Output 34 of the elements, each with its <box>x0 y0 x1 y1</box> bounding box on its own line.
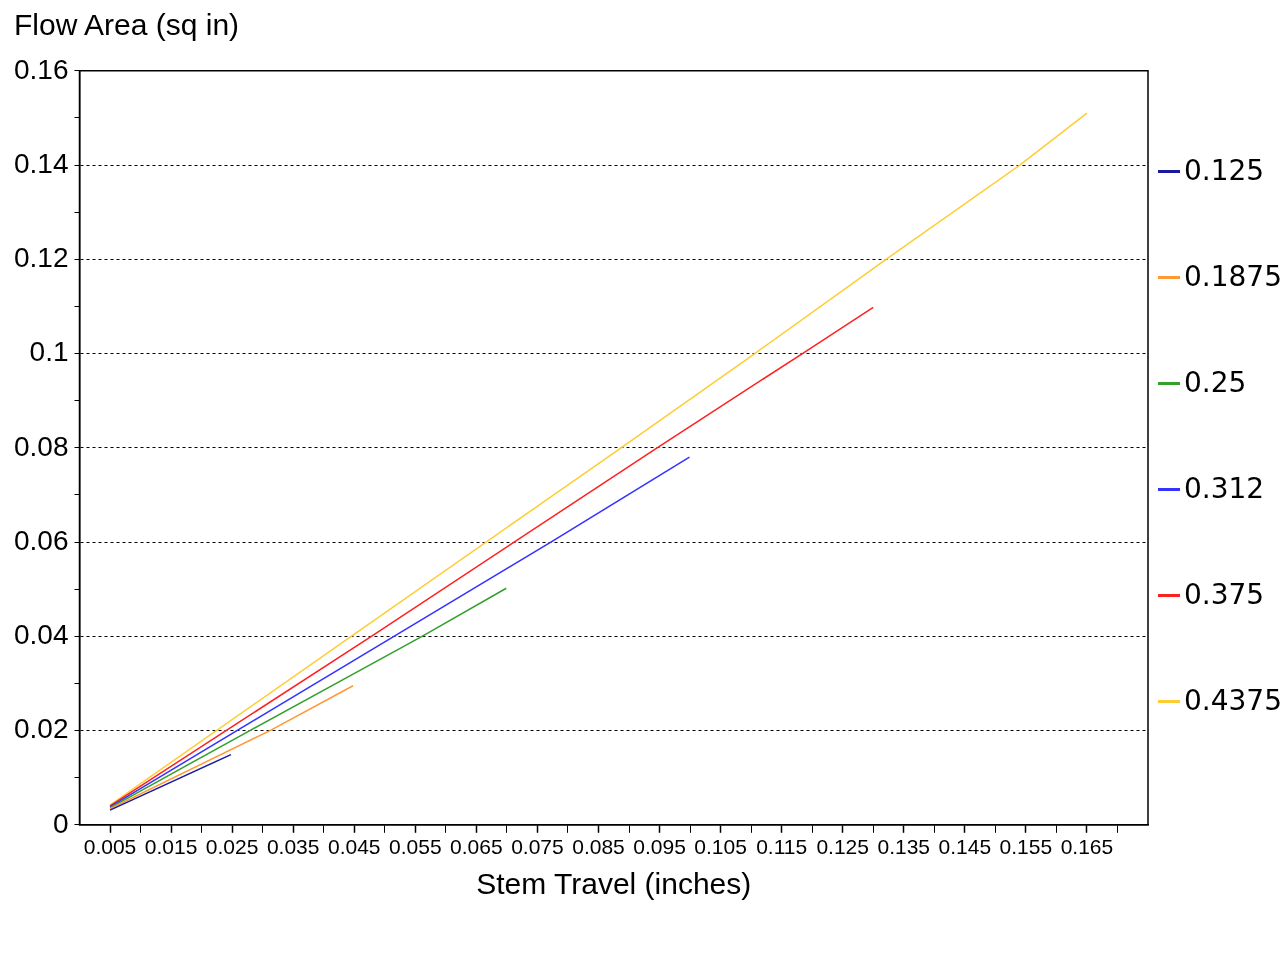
x-tick-label: 0.145 <box>938 835 992 859</box>
x-tick-label: 0.085 <box>572 835 625 859</box>
x-tick-label: 0.045 <box>327 835 381 859</box>
y-tick-label: 0.08 <box>14 430 69 462</box>
x-tick-label: 0.165 <box>1060 835 1114 859</box>
x-tick-label: 0.035 <box>266 835 320 859</box>
legend-label: 0.375 <box>1184 578 1265 612</box>
y-axis-title: Flow Area (sq in) <box>14 8 241 43</box>
legend-label: 0.1875 <box>1184 260 1282 294</box>
x-tick-label: 0.005 <box>83 835 137 859</box>
legend-label: 0.25 <box>1184 366 1247 400</box>
x-tick-label: 0.055 <box>389 835 442 859</box>
y-tick-label: 0.06 <box>14 524 69 556</box>
x-tick-label: 0.015 <box>144 835 198 859</box>
y-tick-label: 0.1 <box>29 336 69 368</box>
x-tick-label: 0.115 <box>756 835 808 859</box>
x-tick-label: 0.025 <box>205 835 259 859</box>
y-tick-label: 0.02 <box>14 713 69 745</box>
legend-label: 0.4375 <box>1184 684 1282 718</box>
y-tick-label: 0 <box>52 807 69 839</box>
legend-label: 0.312 <box>1184 472 1265 506</box>
x-tick-label: 0.155 <box>999 835 1053 859</box>
y-tick-label: 0.16 <box>14 53 69 85</box>
legend-label: 0.125 <box>1184 154 1265 188</box>
y-tick-label: 0.14 <box>14 147 69 179</box>
x-tick-label: 0.135 <box>877 835 931 859</box>
x-tick-label: 0.075 <box>511 835 564 859</box>
y-tick-label: 0.12 <box>14 242 69 274</box>
x-tick-label: 0.105 <box>694 835 747 859</box>
x-axis-title: Stem Travel (inches) <box>476 867 752 901</box>
x-tick-label: 0.125 <box>816 835 869 859</box>
x-tick-label: 0.095 <box>633 835 686 859</box>
x-tick-label: 0.065 <box>450 835 503 859</box>
y-tick-label: 0.04 <box>14 619 69 651</box>
